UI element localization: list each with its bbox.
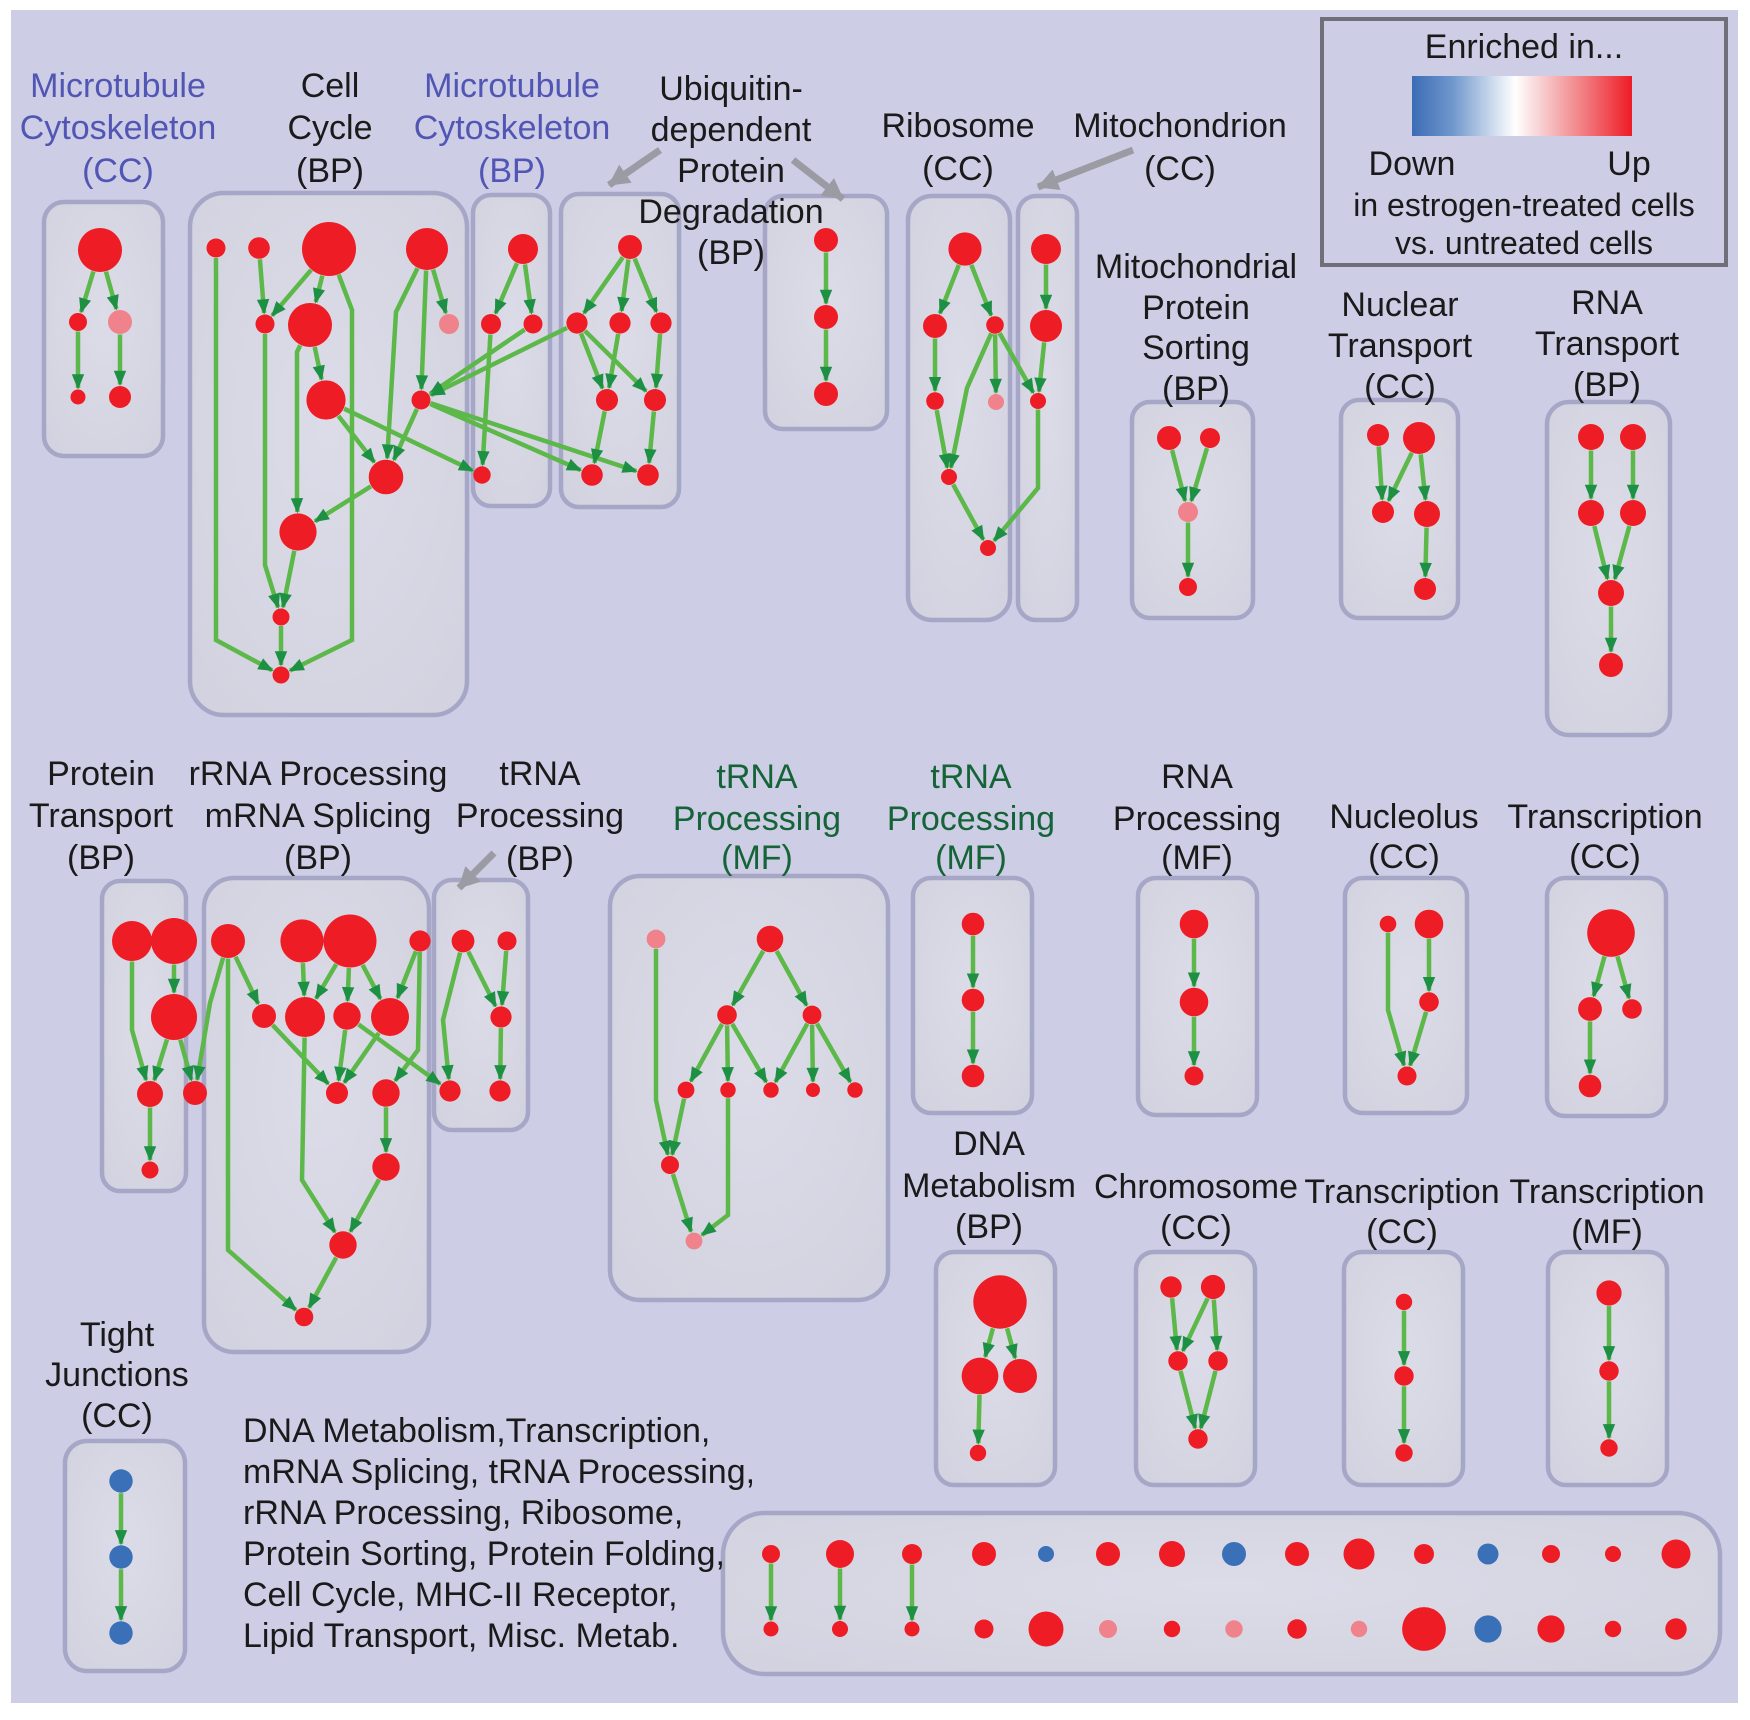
svg-text:(BP): (BP) — [955, 1208, 1023, 1246]
svg-text:Sorting: Sorting — [1142, 329, 1250, 367]
svg-text:in estrogen-treated cells: in estrogen-treated cells — [1353, 187, 1695, 223]
svg-text:dependent: dependent — [651, 111, 812, 149]
svg-text:(CC): (CC) — [1366, 1213, 1438, 1251]
svg-text:Tight: Tight — [80, 1316, 155, 1354]
svg-text:Transcription: Transcription — [1507, 798, 1702, 836]
svg-text:Processing: Processing — [456, 797, 624, 835]
svg-text:rRNA Processing: rRNA Processing — [189, 755, 448, 793]
svg-text:(BP): (BP) — [478, 152, 546, 190]
svg-text:Transport: Transport — [1328, 327, 1473, 365]
svg-text:Protein: Protein — [677, 152, 785, 190]
svg-text:Cycle: Cycle — [287, 109, 372, 147]
svg-text:vs. untreated cells: vs. untreated cells — [1395, 225, 1653, 261]
svg-text:tRNA: tRNA — [930, 758, 1012, 796]
svg-text:Protein: Protein — [47, 755, 155, 793]
svg-text:(CC): (CC) — [1160, 1209, 1232, 1247]
svg-text:RNA: RNA — [1161, 758, 1233, 796]
svg-text:(BP): (BP) — [284, 839, 352, 877]
svg-text:Processing: Processing — [1113, 800, 1281, 838]
svg-text:Cytoskeleton: Cytoskeleton — [414, 109, 611, 147]
svg-text:Chromosome: Chromosome — [1094, 1168, 1298, 1206]
svg-text:Nucleolus: Nucleolus — [1329, 798, 1478, 836]
svg-text:(CC): (CC) — [81, 1397, 153, 1435]
svg-text:Microtubule: Microtubule — [30, 67, 206, 105]
svg-text:(CC): (CC) — [1569, 838, 1641, 876]
svg-text:(CC): (CC) — [82, 152, 154, 190]
svg-text:(CC): (CC) — [1144, 150, 1216, 188]
svg-text:(MF): (MF) — [935, 839, 1007, 877]
svg-text:Ribosome: Ribosome — [881, 107, 1034, 145]
svg-text:(CC): (CC) — [1368, 838, 1440, 876]
svg-text:Protein Sorting, Protein Foldi: Protein Sorting, Protein Folding, — [243, 1535, 725, 1573]
svg-text:(BP): (BP) — [1162, 370, 1230, 408]
svg-text:Metabolism: Metabolism — [902, 1167, 1076, 1205]
svg-text:mRNA Splicing, tRNA Processing: mRNA Splicing, tRNA Processing, — [243, 1453, 755, 1491]
svg-text:Transcription: Transcription — [1304, 1173, 1499, 1211]
svg-text:Transport: Transport — [1535, 325, 1680, 363]
svg-text:DNA Metabolism,Transcription,: DNA Metabolism,Transcription, — [243, 1412, 710, 1450]
svg-text:Microtubule: Microtubule — [424, 67, 600, 105]
svg-text:Junctions: Junctions — [45, 1356, 189, 1394]
svg-text:(CC): (CC) — [1364, 368, 1436, 406]
svg-text:Mitochondrion: Mitochondrion — [1073, 107, 1287, 145]
svg-text:DNA: DNA — [953, 1125, 1025, 1163]
svg-text:(BP): (BP) — [697, 234, 765, 272]
svg-text:(BP): (BP) — [506, 840, 574, 878]
svg-text:Degradation: Degradation — [638, 193, 823, 231]
svg-text:RNA: RNA — [1571, 284, 1643, 322]
svg-text:tRNA: tRNA — [716, 758, 798, 796]
svg-text:Cell: Cell — [301, 67, 360, 105]
svg-text:Cell Cycle, MHC-II Receptor,: Cell Cycle, MHC-II Receptor, — [243, 1576, 678, 1614]
svg-text:(MF): (MF) — [1571, 1213, 1643, 1251]
svg-text:Transcription: Transcription — [1509, 1173, 1704, 1211]
svg-text:(CC): (CC) — [922, 150, 994, 188]
svg-text:rRNA Processing, Ribosome,: rRNA Processing, Ribosome, — [243, 1494, 683, 1532]
svg-text:Lipid Transport, Misc. Metab.: Lipid Transport, Misc. Metab. — [243, 1617, 680, 1655]
svg-text:(MF): (MF) — [1161, 839, 1233, 877]
svg-text:Processing: Processing — [673, 800, 841, 838]
svg-text:(BP): (BP) — [67, 839, 135, 877]
svg-text:Protein: Protein — [1142, 289, 1250, 327]
svg-text:(BP): (BP) — [1573, 366, 1641, 404]
svg-text:Cytoskeleton: Cytoskeleton — [20, 109, 217, 147]
svg-text:Transport: Transport — [29, 797, 174, 835]
svg-text:Ubiquitin-: Ubiquitin- — [659, 70, 803, 108]
svg-text:Enriched in...: Enriched in... — [1425, 28, 1623, 66]
svg-text:Mitochondrial: Mitochondrial — [1095, 248, 1297, 286]
svg-text:(BP): (BP) — [296, 152, 364, 190]
svg-text:mRNA Splicing: mRNA Splicing — [205, 797, 432, 835]
svg-text:Down: Down — [1369, 145, 1456, 183]
svg-text:Up: Up — [1607, 145, 1650, 183]
svg-text:tRNA: tRNA — [499, 755, 581, 793]
svg-text:Processing: Processing — [887, 800, 1055, 838]
svg-text:(MF): (MF) — [721, 839, 793, 877]
svg-text:Nuclear: Nuclear — [1341, 286, 1458, 324]
